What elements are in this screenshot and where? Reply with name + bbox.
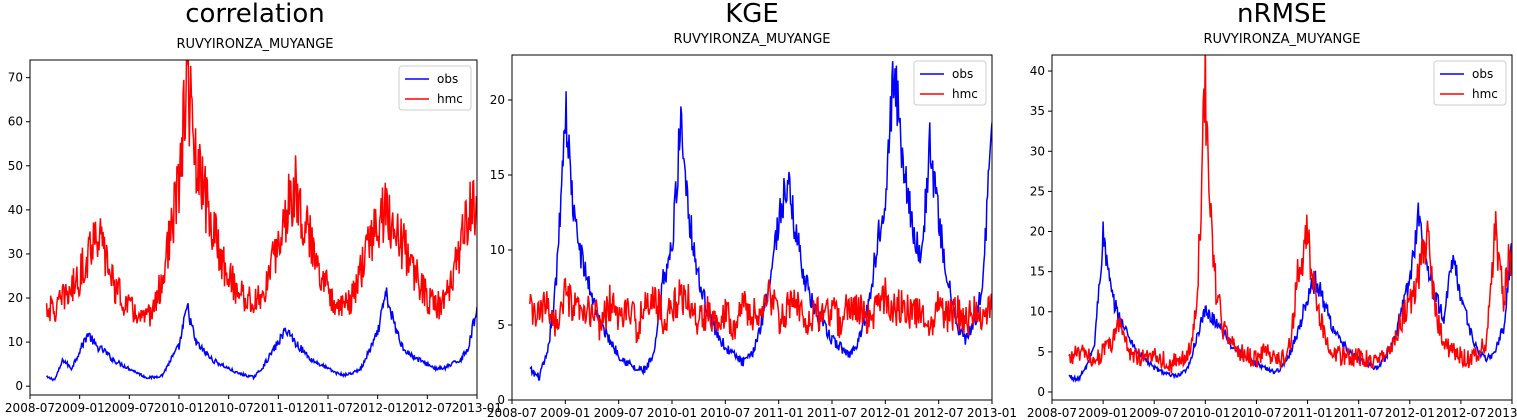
- chart-panel-2: nRMSE RUVYIRONZA_MUYANGE 0 5 10 15 20 25 30 35 40 2…: [1027, 0, 1517, 420]
- x-tick-label: 2009-01: [1078, 406, 1128, 420]
- series-line-obs: [46, 287, 477, 382]
- series-line-obs: [529, 61, 992, 381]
- x-tick-label: 2012-07: [402, 401, 452, 415]
- x-tick-label: 2010-01: [647, 406, 697, 420]
- x-tick-label: 2011-07: [303, 401, 353, 415]
- axes-frame: [29, 59, 478, 396]
- y-tick-label: 0: [15, 379, 23, 393]
- series-line-hmc: [529, 277, 992, 344]
- y-tick-label: 25: [1030, 184, 1045, 198]
- x-tick-label: 2011-07: [807, 406, 857, 420]
- x-tick-label: 2010-07: [1231, 406, 1281, 420]
- legend-label-hmc: hmc: [437, 92, 463, 106]
- x-tick-label: 2008-07: [487, 406, 537, 420]
- legend-label-obs: obs: [952, 67, 973, 81]
- y-tick-label: 40: [8, 203, 23, 217]
- x-tick-label: 2011-01: [253, 401, 303, 415]
- x-tick-label: 2008-07: [5, 401, 55, 415]
- x-tick-label: 2009-07: [1129, 406, 1179, 420]
- y-tick-label: 30: [8, 247, 23, 261]
- y-tick-label: 0: [1037, 385, 1045, 399]
- y-tick-label: 5: [497, 318, 505, 332]
- x-tick-label: 2010-07: [204, 401, 254, 415]
- x-tick-label: 2010-01: [1180, 406, 1230, 420]
- chart-panels: correlationRUVYIRONZA_MUYANGE01020304050…: [5, 0, 1517, 420]
- legend-label-hmc: hmc: [952, 87, 978, 101]
- y-tick-label: 30: [1030, 144, 1045, 158]
- y-tick-label: 0: [497, 393, 505, 407]
- x-tick-label: 2013-01: [452, 401, 502, 415]
- series-line-hmc: [1068, 55, 1512, 374]
- x-tick-label: 2011-01: [754, 406, 804, 420]
- y-tick-label: 50: [8, 159, 23, 173]
- y-tick-label: 20: [8, 291, 23, 305]
- chart-title: correlation: [185, 0, 325, 29]
- x-tick-label: 2012-07: [1436, 406, 1486, 420]
- chart-subtitle: RUVYIRONZA_MUYANGE: [176, 37, 333, 52]
- y-tick-label: 70: [8, 71, 23, 85]
- y-tick-label: 5: [1037, 345, 1045, 359]
- series-line-hmc: [45, 60, 477, 327]
- x-tick-label: 2009-07: [594, 406, 644, 420]
- legend: obs hmc: [1433, 60, 1507, 106]
- plot-area: [529, 61, 992, 381]
- x-tick-label: 2010-07: [700, 406, 750, 420]
- legend-label-obs: obs: [1472, 67, 1493, 81]
- legend: obs hmc: [398, 65, 472, 111]
- y-tick-label: 10: [8, 335, 23, 349]
- legend: obs hmc: [913, 60, 987, 106]
- y-tick-label: 40: [1030, 64, 1045, 78]
- y-tick-label: 20: [490, 93, 505, 107]
- chart-subtitle: RUVYIRONZA_MUYANGE: [1203, 32, 1360, 47]
- chart-title: nRMSE: [1237, 0, 1327, 29]
- y-tick-label: 15: [1030, 265, 1045, 279]
- x-tick-label: 2009-01: [540, 406, 590, 420]
- x-tick-label: 2013-01: [1487, 406, 1517, 420]
- y-tick-label: 60: [8, 115, 23, 129]
- legend-label-hmc: hmc: [1472, 87, 1498, 101]
- x-tick-label: 2012-01: [353, 401, 403, 415]
- plot-area: [1068, 55, 1512, 383]
- x-tick-label: 2010-01: [154, 401, 204, 415]
- x-tick-label: 2012-01: [1385, 406, 1435, 420]
- x-tick-label: 2012-01: [860, 406, 910, 420]
- chart-title: KGE: [725, 0, 779, 29]
- chart-panel-0: correlationRUVYIRONZA_MUYANGE01020304050…: [5, 0, 502, 415]
- x-tick-label: 2012-07: [914, 406, 964, 420]
- legend-label-obs: obs: [437, 72, 458, 86]
- y-tick-label: 10: [490, 243, 505, 257]
- y-tick-label: 20: [1030, 225, 1045, 239]
- x-tick-label: 2009-01: [55, 401, 105, 415]
- chart-subtitle: RUVYIRONZA_MUYANGE: [673, 32, 830, 47]
- y-tick-label: 15: [490, 168, 505, 182]
- axes-frame: [1051, 54, 1513, 401]
- plot-area: [45, 60, 477, 382]
- axes-frame: [511, 54, 993, 401]
- y-tick-label: 35: [1030, 104, 1045, 118]
- x-tick-label: 2011-07: [1334, 406, 1384, 420]
- x-tick-label: 2013-01: [967, 406, 1017, 420]
- y-tick-label: 10: [1030, 305, 1045, 319]
- x-tick-label: 2009-07: [104, 401, 154, 415]
- x-tick-label: 2008-07: [1027, 406, 1077, 420]
- x-tick-label: 2011-01: [1282, 406, 1332, 420]
